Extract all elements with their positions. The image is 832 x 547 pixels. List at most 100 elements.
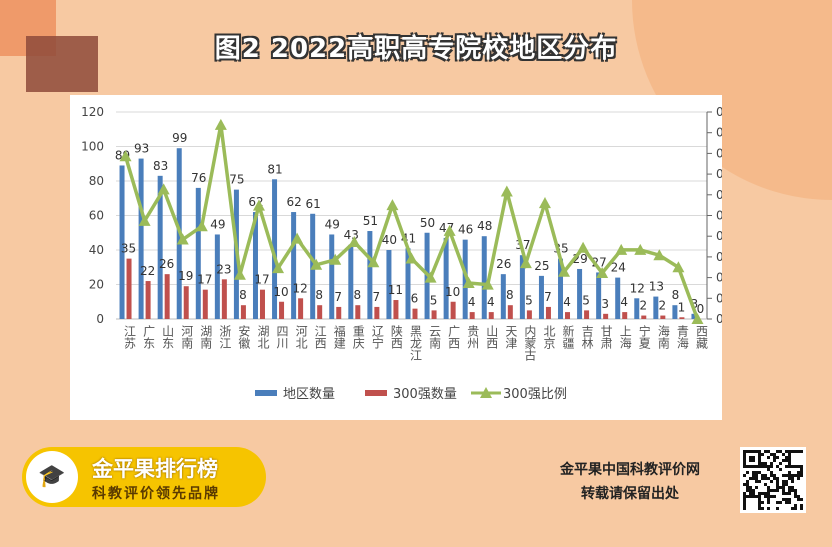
bar-region-count <box>500 274 506 319</box>
bar-region-count <box>653 296 659 319</box>
data-label-region: 12 <box>630 281 645 295</box>
bar-top300-count <box>603 313 609 319</box>
y-tick-left: 20 <box>89 278 104 292</box>
data-label-top300: 5 <box>525 293 533 307</box>
line-marker <box>329 253 342 265</box>
x-tick-label: 福建 <box>332 324 346 350</box>
y-tick-right: 0.1 <box>716 271 722 285</box>
y-tick-right: 0.35 <box>716 167 722 181</box>
data-label-top300: 7 <box>373 290 381 304</box>
data-label-top300: 19 <box>178 269 193 283</box>
data-label-top300: 35 <box>121 242 136 256</box>
bar-region-count <box>272 179 278 319</box>
line-marker <box>214 118 227 130</box>
line-marker <box>577 241 590 253</box>
x-tick-label: 浙江 <box>218 325 232 349</box>
bar-top300-count <box>221 279 227 319</box>
data-label-top300: 10 <box>445 285 460 299</box>
legend-swatch <box>365 390 387 396</box>
x-tick-label: 广西 <box>447 325 461 349</box>
data-label-region: 99 <box>172 131 187 145</box>
bar-top300-count <box>450 301 456 319</box>
line-marker <box>405 252 418 264</box>
bar-top300-count <box>259 289 265 319</box>
x-tick-label: 安徽 <box>237 324 251 349</box>
y-tick-right: 0.05 <box>716 291 722 305</box>
bar-top300-count <box>412 308 418 319</box>
data-label-top300: 17 <box>197 273 212 287</box>
legend-label: 300强比例 <box>503 387 567 402</box>
data-label-top300: 5 <box>582 293 590 307</box>
bar-region-count <box>596 272 602 319</box>
bar-region-count <box>386 250 392 319</box>
bar-top300-count <box>431 310 437 319</box>
data-label-region: 76 <box>191 171 206 185</box>
bar-top300-count <box>507 305 513 319</box>
line-marker <box>138 214 151 226</box>
bar-top300-count <box>679 317 685 319</box>
data-label-region: 26 <box>496 257 511 271</box>
data-label-region: 8 <box>672 288 680 302</box>
brand-logo: 🎓 金平果排行榜 科教评价领先品牌 <box>22 447 266 507</box>
bar-region-count <box>519 255 525 319</box>
bar-region-count <box>252 212 258 319</box>
line-marker <box>252 199 265 211</box>
bar-top300-count <box>526 310 532 319</box>
line-marker <box>367 256 380 268</box>
x-tick-label: 贵州 <box>466 325 480 349</box>
data-label-region: 49 <box>325 217 340 231</box>
data-label-region: 46 <box>458 223 473 237</box>
x-tick-label: 陕西 <box>389 324 403 349</box>
y-tick-left: 0 <box>96 312 104 326</box>
line-marker <box>443 224 456 236</box>
data-label-region: 25 <box>534 259 549 273</box>
bar-top300-count <box>545 306 551 319</box>
bar-top300-count <box>393 300 399 319</box>
bar-region-count <box>577 268 583 319</box>
bar-top300-count <box>298 298 304 319</box>
line-marker <box>691 313 704 324</box>
line-marker <box>195 220 208 232</box>
bar-top300-count <box>164 274 170 319</box>
bar-region-count <box>615 277 621 319</box>
line-marker <box>672 261 685 273</box>
bar-top300-count <box>145 281 151 319</box>
line-marker <box>500 185 513 197</box>
y-tick-right: 0.5 <box>716 105 722 119</box>
data-label-region: 3 <box>691 297 699 311</box>
data-label-region: 13 <box>649 280 664 294</box>
data-label-top300: 7 <box>544 290 552 304</box>
x-tick-label: 海南 <box>656 324 670 349</box>
bar-top300-count <box>584 310 590 319</box>
bar-top300-count <box>279 301 285 319</box>
x-tick-label: 江西 <box>313 325 327 349</box>
x-tick-label: 河北 <box>294 325 308 350</box>
x-tick-label: 青海 <box>675 325 689 349</box>
line-marker <box>310 258 323 270</box>
data-label-top300: 6 <box>411 292 419 306</box>
line-marker <box>653 249 666 261</box>
line-marker <box>462 276 475 288</box>
data-label-top300: 8 <box>506 288 514 302</box>
line-marker <box>481 278 494 290</box>
data-label-region: 51 <box>363 214 378 228</box>
data-label-region: 48 <box>477 219 492 233</box>
bar-region-count <box>367 231 373 319</box>
legend-marker <box>480 387 492 398</box>
bar-top300-count <box>488 312 494 319</box>
bar-top300-count <box>374 306 380 319</box>
data-label-region: 81 <box>267 162 282 176</box>
bar-region-count <box>329 234 335 319</box>
x-tick-label: 北京 <box>542 325 556 350</box>
bar-region-count <box>691 313 697 319</box>
bar-top300-count <box>660 315 666 319</box>
bar-region-count <box>195 187 201 319</box>
y-tick-left: 100 <box>81 140 104 154</box>
line-marker <box>272 262 285 274</box>
bar-top300-count <box>565 312 571 319</box>
data-label-top300: 4 <box>620 295 628 309</box>
qr-code <box>740 447 806 513</box>
x-tick-label: 甘肃 <box>599 325 613 350</box>
x-tick-label: 山东 <box>161 325 175 349</box>
data-label-top300: 1 <box>678 300 686 314</box>
